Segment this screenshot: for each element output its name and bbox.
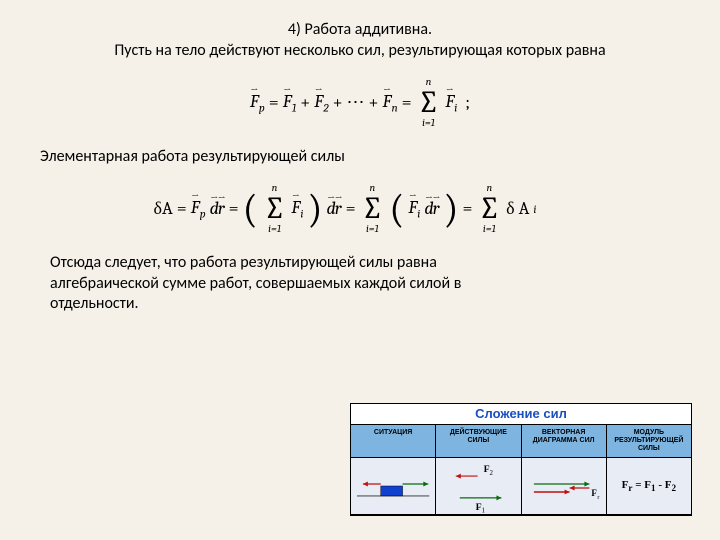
- figure-cell-module: Fr = F1 - F2: [607, 458, 691, 514]
- text-elementary-work: Элементарная работа результирующей силы: [40, 147, 680, 168]
- figure-cell-situation: [351, 458, 436, 514]
- title-line2: Пусть на тело действуют несколько сил, р…: [114, 41, 605, 60]
- title-line1: 4) Работа аддитивна.: [288, 20, 432, 39]
- figure-force-addition: Сложение сил СИТУАЦИЯ ДЕЙСТВУЮЩИЕ СИЛЫ В…: [350, 403, 692, 516]
- equation-elementary-work: δA = Fp dr = ( n ∑ i=1 Fi ) dr = n ∑ i=1…: [0, 183, 690, 235]
- figure-cell-forces: F 2 F 1: [436, 458, 521, 514]
- figure-header-cell: МОДУЛЬ РЕЗУЛЬТИРУЮЩЕЙ СИЛЫ: [607, 425, 691, 457]
- figure-cell-diagram: F r: [522, 458, 607, 514]
- svg-text:2: 2: [490, 470, 494, 477]
- svg-text:r: r: [597, 495, 599, 501]
- figure-header-cell: ДЕЙСТВУЮЩИЕ СИЛЫ: [436, 425, 521, 457]
- equation-resultant-force: Fp = F1 + F2 + ⋯ + Fn = n ∑ i=1 Fi ;: [30, 77, 690, 129]
- text-conclusion: Отсюда следует, что работа результирующе…: [50, 253, 510, 315]
- figure-header-cell: СИТУАЦИЯ: [351, 425, 436, 457]
- figure-header-row: СИТУАЦИЯ ДЕЙСТВУЮЩИЕ СИЛЫ ВЕКТОРНАЯ ДИАГ…: [351, 424, 691, 458]
- figure-row: F 2 F 1: [351, 458, 691, 515]
- svg-text:1: 1: [482, 508, 486, 514]
- figure-title: Сложение сил: [351, 404, 691, 424]
- figure-header-cell: ВЕКТОРНАЯ ДИАГРАММА СИЛ: [522, 425, 607, 457]
